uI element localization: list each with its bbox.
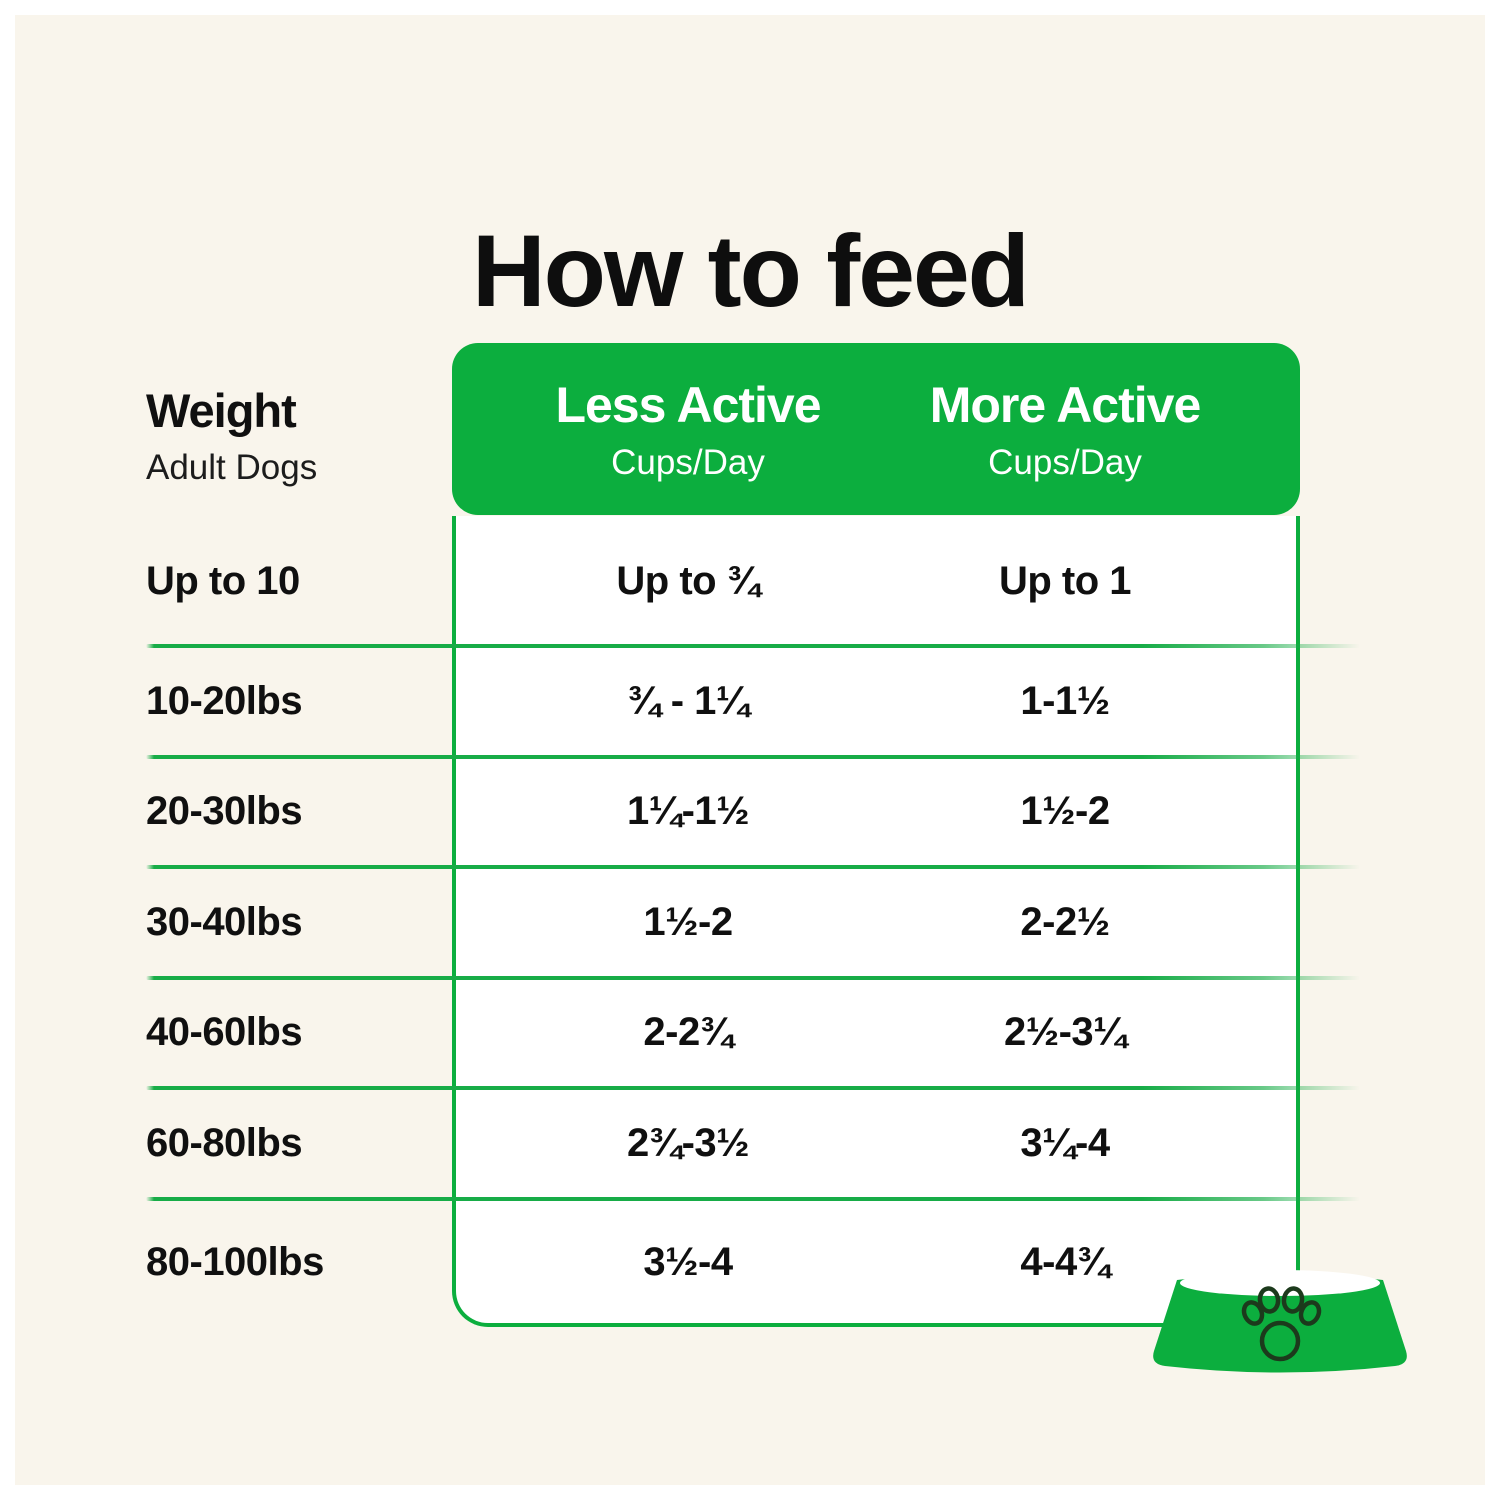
table-row: 60-80lbs 2¾-3½ 3¼-4 [146,1088,1360,1200]
row-weight-label: 10-20lbs [146,678,303,723]
row-more-active-value: 1½-2 [1020,789,1110,834]
row-more-active-value: 4-4¾ [1020,1240,1110,1285]
row-weight-label: 60-80lbs [146,1120,303,1165]
more-active-units: Cups/Day [988,442,1142,482]
less-active-units: Cups/Day [611,442,765,482]
weight-column-header: Weight Adult Dogs [146,383,317,488]
row-less-active-value: 3½-4 [643,1240,733,1285]
row-less-active-value: Up to ¾ [616,558,760,603]
row-more-active-value: Up to 1 [998,558,1132,603]
table-row: 80-100lbs 3½-4 4-4¾ [146,1199,1360,1328]
row-weight-label: 40-60lbs [146,1010,303,1055]
row-weight-label: 80-100lbs [146,1240,324,1285]
row-less-active-value: ¾ - 1¼ [627,678,749,723]
row-more-active-value: 3¼-4 [1020,1120,1110,1165]
table-rows: Up to 10 Up to ¾ Up to 1 10-20lbs ¾ - 1¼… [146,516,1360,1327]
less-active-column-header: Less Active Cups/Day [452,376,924,483]
row-weight-label: 20-30lbs [146,789,303,834]
less-active-label: Less Active [555,376,821,433]
table-row: 30-40lbs 1½-2 2-2½ [146,867,1360,979]
cream-panel: How to feed Weight Adult Dogs Less Activ… [15,15,1485,1485]
page-title: How to feed [472,214,1030,329]
row-more-active-value: 1-1½ [1020,678,1110,723]
row-more-active-value: 2-2½ [1020,899,1110,944]
more-active-label: More Active [929,376,1202,433]
table-row: 40-60lbs 2-2¾ 2½-3¼ [146,978,1360,1090]
row-less-active-value: 2¾-3½ [626,1120,750,1165]
dog-bowl-icon [1147,1264,1413,1376]
table-body-background [452,516,1300,1327]
table-row: 20-30lbs 1¼-1½ 1½-2 [146,757,1360,869]
row-less-active-value: 1¼-1½ [626,789,750,834]
row-more-active-value: 2½-3¼ [1003,1010,1127,1055]
activity-columns-header: Less Active Cups/Day More Active Cups/Da… [452,343,1300,515]
row-less-active-value: 2-2¾ [643,1010,733,1055]
weight-header-title: Weight [146,384,297,437]
feeding-table: Up to 10 Up to ¾ Up to 1 10-20lbs ¾ - 1¼… [146,516,1360,1327]
bowl-opening [1180,1270,1380,1296]
table-row: 10-20lbs ¾ - 1¼ 1-1½ [146,646,1360,758]
row-less-active-value: 1½-2 [643,899,733,944]
more-active-column-header: More Active Cups/Day [924,376,1206,483]
table-row: Up to 10 Up to ¾ Up to 1 [146,516,1360,648]
paw-print-icon [1241,1286,1322,1362]
row-weight-label: 30-40lbs [146,899,303,944]
row-weight-label: Up to 10 [146,558,300,603]
weight-header-subtitle: Adult Dogs [146,448,318,487]
